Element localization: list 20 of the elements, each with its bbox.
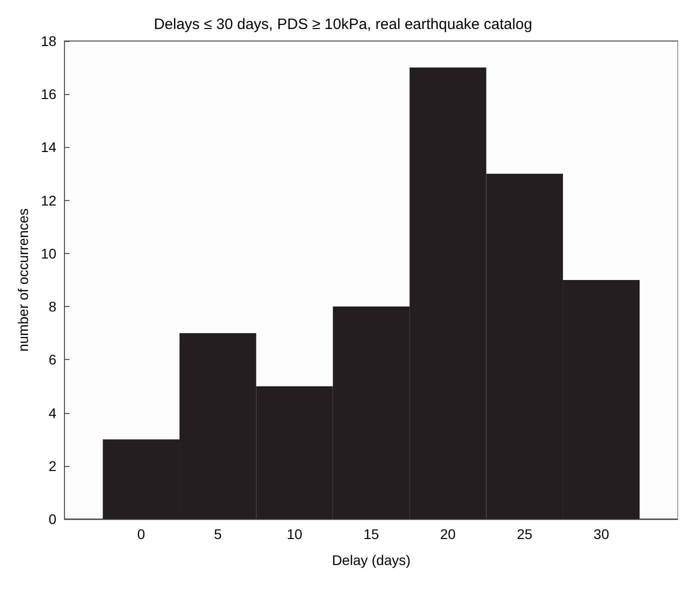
y-tick-label: 4: [48, 404, 57, 421]
y-tick-label: 8: [48, 298, 57, 315]
x-tick-label: 20: [440, 526, 456, 542]
x-tick-label: 0: [137, 526, 146, 542]
x-tick-label: 30: [594, 526, 610, 542]
y-tick-label: 6: [48, 352, 57, 368]
x-tick-label: 10: [286, 526, 303, 542]
chart-title: Delays ≤ 30 days, PDS ≥ 10kPa, real earthquake catalog: [154, 16, 532, 33]
y-tick-label: 2: [48, 458, 57, 474]
x-tick-label: 25: [516, 526, 533, 542]
y-axis-title: number of occurrences: [15, 208, 31, 352]
y-tick-label: 14: [40, 139, 57, 156]
y-tick-label: 16: [40, 86, 57, 102]
y-tick-label: 0: [48, 511, 57, 527]
x-axis-title: Delay (days): [332, 552, 411, 568]
y-tick-label: 12: [40, 192, 57, 208]
y-tick-label: 10: [40, 245, 57, 262]
y-tick-label: 18: [40, 33, 57, 49]
x-tick-label: 15: [363, 526, 380, 542]
x-tick-label: 5: [214, 526, 222, 542]
